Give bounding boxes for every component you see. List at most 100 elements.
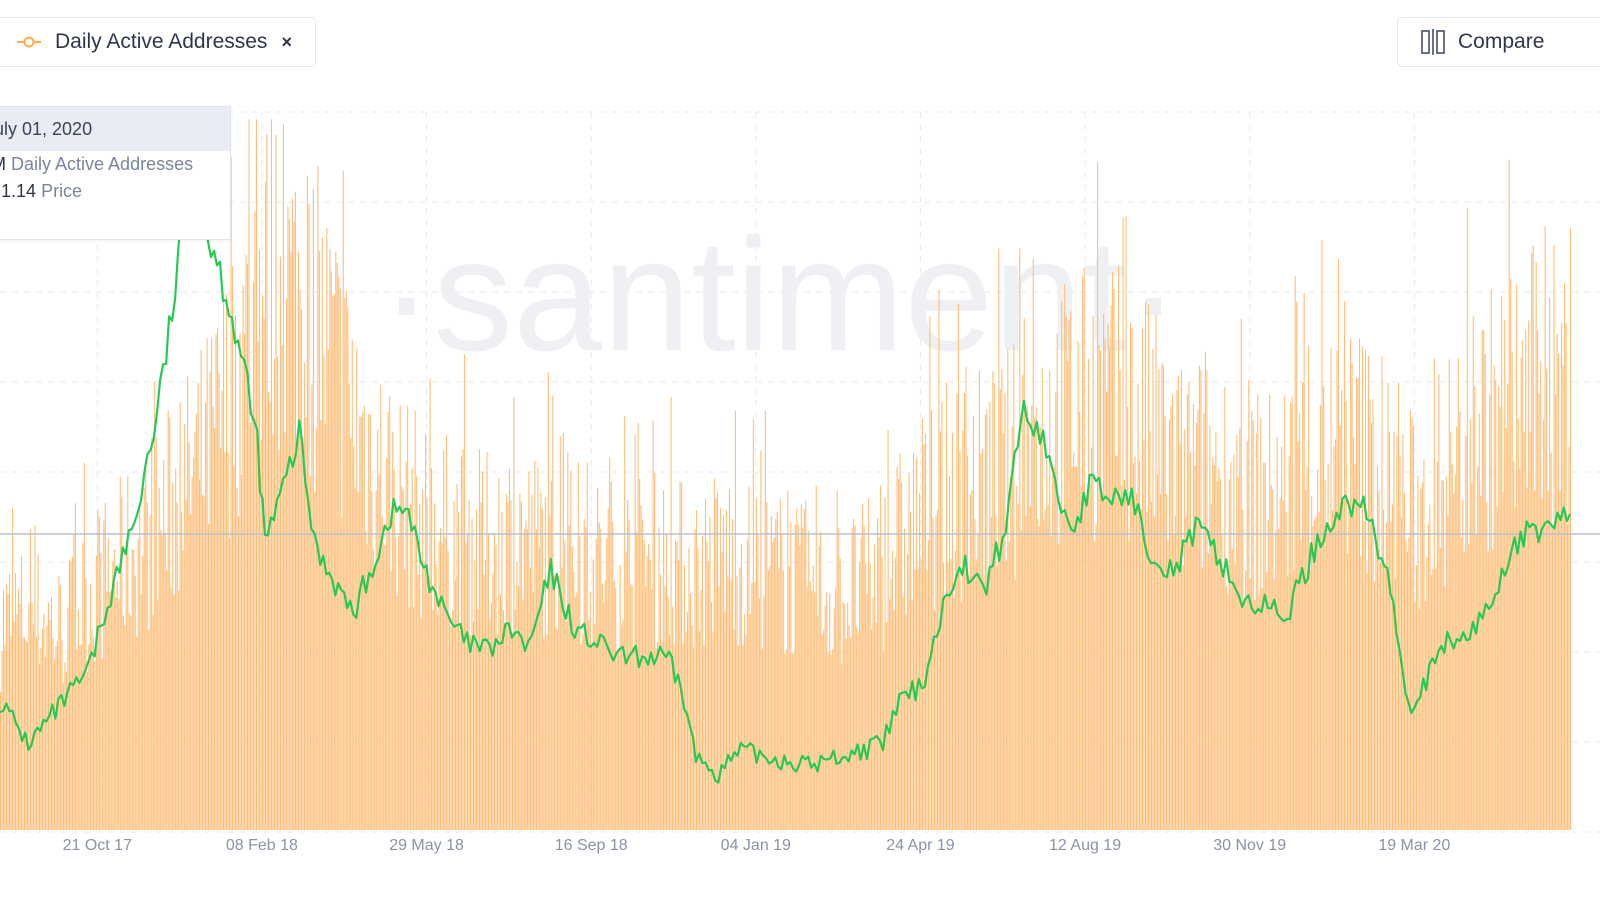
bar — [1061, 301, 1063, 830]
bar — [718, 586, 720, 830]
bar — [672, 606, 674, 830]
bar — [1131, 327, 1133, 830]
bar — [746, 539, 748, 830]
bar — [1191, 537, 1193, 830]
bar — [7, 593, 9, 830]
bar — [1153, 516, 1156, 830]
bar — [345, 290, 347, 830]
bar — [802, 527, 804, 830]
bar — [924, 433, 927, 830]
bar — [534, 460, 536, 830]
bar — [841, 664, 843, 830]
bar — [1552, 528, 1554, 830]
close-icon[interactable]: × — [281, 31, 292, 52]
bar — [392, 431, 394, 830]
bar — [158, 487, 160, 830]
bar — [990, 517, 992, 830]
bar — [887, 430, 889, 830]
bar — [715, 498, 717, 830]
bar — [76, 649, 78, 830]
bar — [743, 614, 745, 830]
bar — [68, 559, 70, 830]
bar — [199, 479, 201, 830]
bar — [67, 607, 69, 830]
bar — [1140, 509, 1142, 830]
bar — [1209, 425, 1211, 830]
bar — [359, 416, 361, 830]
bar — [1011, 426, 1013, 830]
bar — [318, 251, 320, 830]
bar — [1441, 480, 1443, 830]
bar — [588, 620, 590, 830]
x-tick-label: 24 Apr 19 — [886, 837, 955, 854]
bar — [1067, 361, 1069, 830]
bar — [1150, 502, 1153, 830]
bar — [1162, 365, 1165, 830]
bar — [1450, 432, 1452, 830]
bar — [1477, 466, 1479, 830]
bar — [778, 567, 780, 830]
bar — [1296, 301, 1298, 830]
bar — [1453, 493, 1455, 830]
bar — [1402, 434, 1404, 830]
bar — [1324, 480, 1326, 830]
bar — [1125, 215, 1127, 831]
bar — [413, 607, 415, 830]
bar — [604, 580, 606, 830]
bar — [1496, 506, 1498, 830]
bar — [767, 569, 769, 830]
metric-chip-daily-active-addresses[interactable]: Daily Active Addresses × — [0, 17, 316, 67]
bar — [326, 227, 328, 831]
bar — [631, 585, 633, 830]
bar — [227, 452, 229, 830]
bar — [1549, 297, 1551, 830]
bar — [799, 545, 801, 830]
bar — [214, 427, 216, 830]
bar — [1520, 357, 1522, 830]
bar — [1327, 463, 1329, 830]
bar — [182, 550, 184, 830]
compare-button[interactable]: Compare — [1397, 17, 1600, 67]
bar — [854, 525, 856, 830]
bar — [1420, 488, 1422, 830]
bar — [1094, 541, 1096, 830]
bar — [1388, 432, 1391, 830]
bar — [582, 633, 584, 830]
bar — [987, 571, 989, 830]
bar — [707, 561, 710, 830]
bar — [1233, 454, 1235, 830]
bar — [1159, 493, 1162, 830]
bar — [781, 533, 783, 830]
bar — [585, 527, 587, 830]
bar — [1237, 477, 1239, 830]
bar — [1132, 463, 1135, 830]
bar — [1284, 395, 1286, 830]
bar — [1409, 409, 1411, 830]
bar — [648, 544, 650, 830]
bar — [459, 631, 461, 830]
bar — [386, 458, 388, 830]
bar — [1254, 600, 1256, 830]
bar — [1281, 446, 1283, 830]
bar — [411, 467, 413, 830]
bar — [1303, 292, 1305, 830]
compare-label: Compare — [1458, 30, 1545, 53]
bar — [933, 610, 936, 830]
bar — [317, 166, 319, 830]
bar — [252, 282, 255, 830]
bar — [1567, 523, 1569, 830]
bar — [217, 328, 219, 830]
bar — [1514, 506, 1516, 830]
bar — [779, 499, 781, 830]
bar — [305, 417, 307, 830]
bar — [1525, 329, 1527, 830]
bar — [1535, 261, 1537, 830]
bar — [1333, 446, 1335, 830]
bar — [1020, 530, 1022, 830]
bar — [1243, 600, 1245, 830]
bar — [184, 424, 186, 830]
bar — [1180, 369, 1182, 830]
bar — [1055, 392, 1057, 830]
bar — [296, 454, 298, 830]
